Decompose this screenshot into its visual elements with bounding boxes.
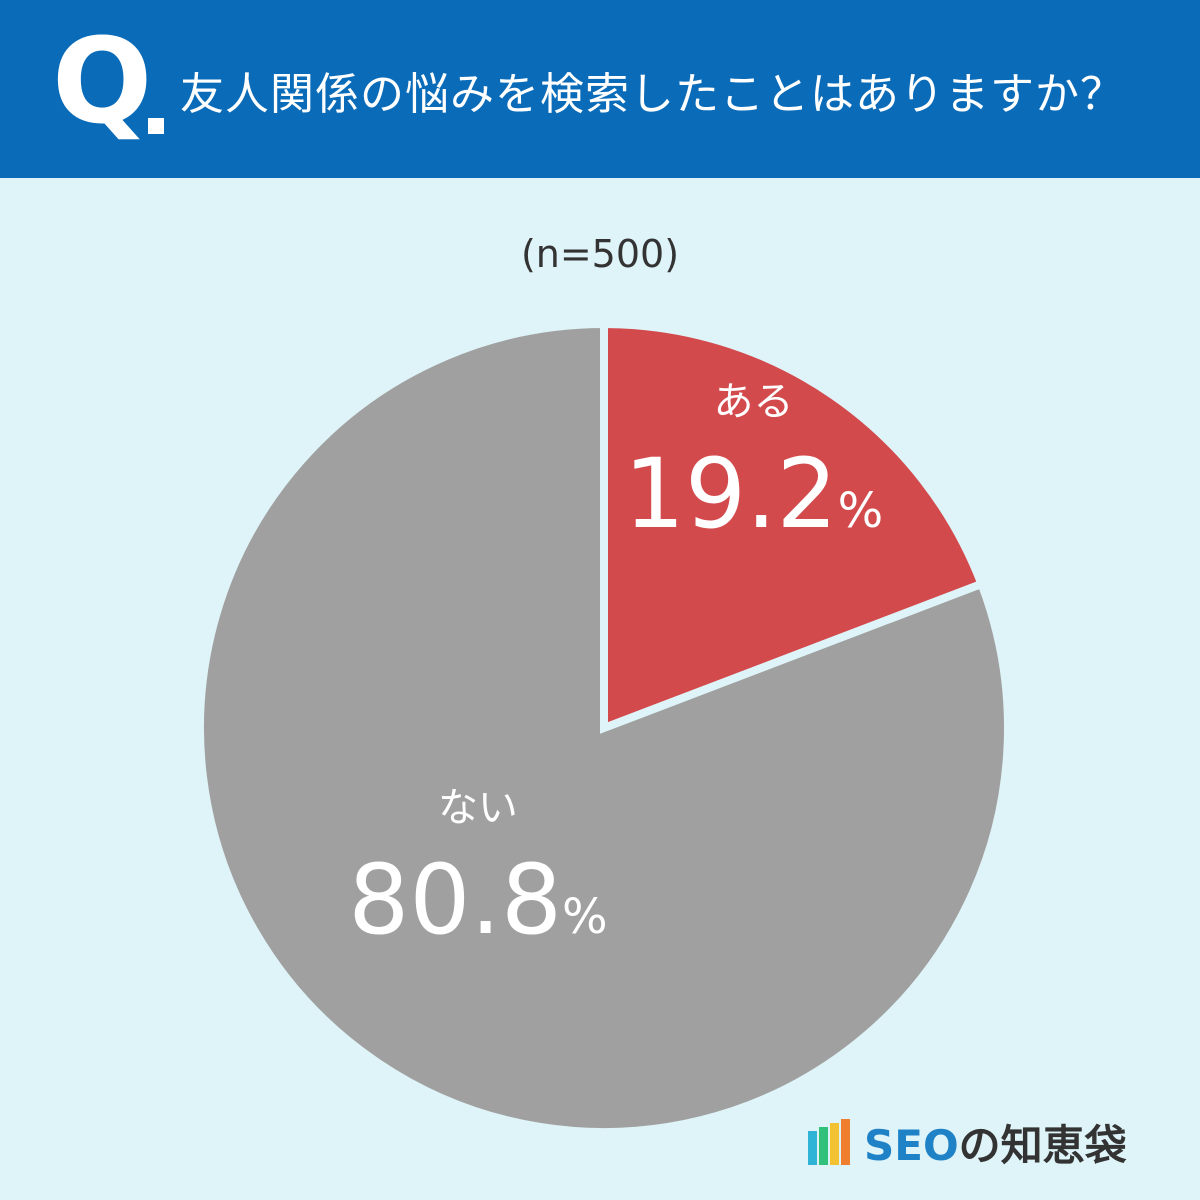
logo-stripe bbox=[808, 1131, 817, 1165]
question-text: 友人関係の悩みを検索したことはありますか？ bbox=[180, 69, 1125, 120]
question-header: Q 友人関係の悩みを検索したことはありますか？ bbox=[0, 0, 1200, 178]
pie-slice-2 bbox=[196, 319, 1012, 1136]
slice-label-1: ある bbox=[714, 379, 794, 425]
logo-stripe bbox=[830, 1123, 839, 1165]
slice-label-2: ない bbox=[438, 785, 518, 831]
slice-value-2: 80.8% bbox=[348, 844, 607, 956]
q-dot bbox=[148, 118, 164, 134]
logo: SEOの知恵袋 bbox=[808, 1112, 1127, 1172]
pie-slice-1 bbox=[600, 319, 987, 734]
logo-text: SEOの知恵袋 bbox=[864, 1112, 1127, 1173]
logo-stripe bbox=[819, 1127, 828, 1165]
slice-value-1: 19.2% bbox=[624, 438, 883, 550]
sample-size-label: (n=500) bbox=[520, 232, 680, 276]
logo-icon bbox=[808, 1119, 852, 1165]
logo-stripe bbox=[841, 1119, 850, 1165]
q-mark: Q bbox=[52, 12, 153, 150]
logo-latin: SEO bbox=[864, 1120, 959, 1170]
logo-jp: の知恵袋 bbox=[958, 1120, 1127, 1170]
